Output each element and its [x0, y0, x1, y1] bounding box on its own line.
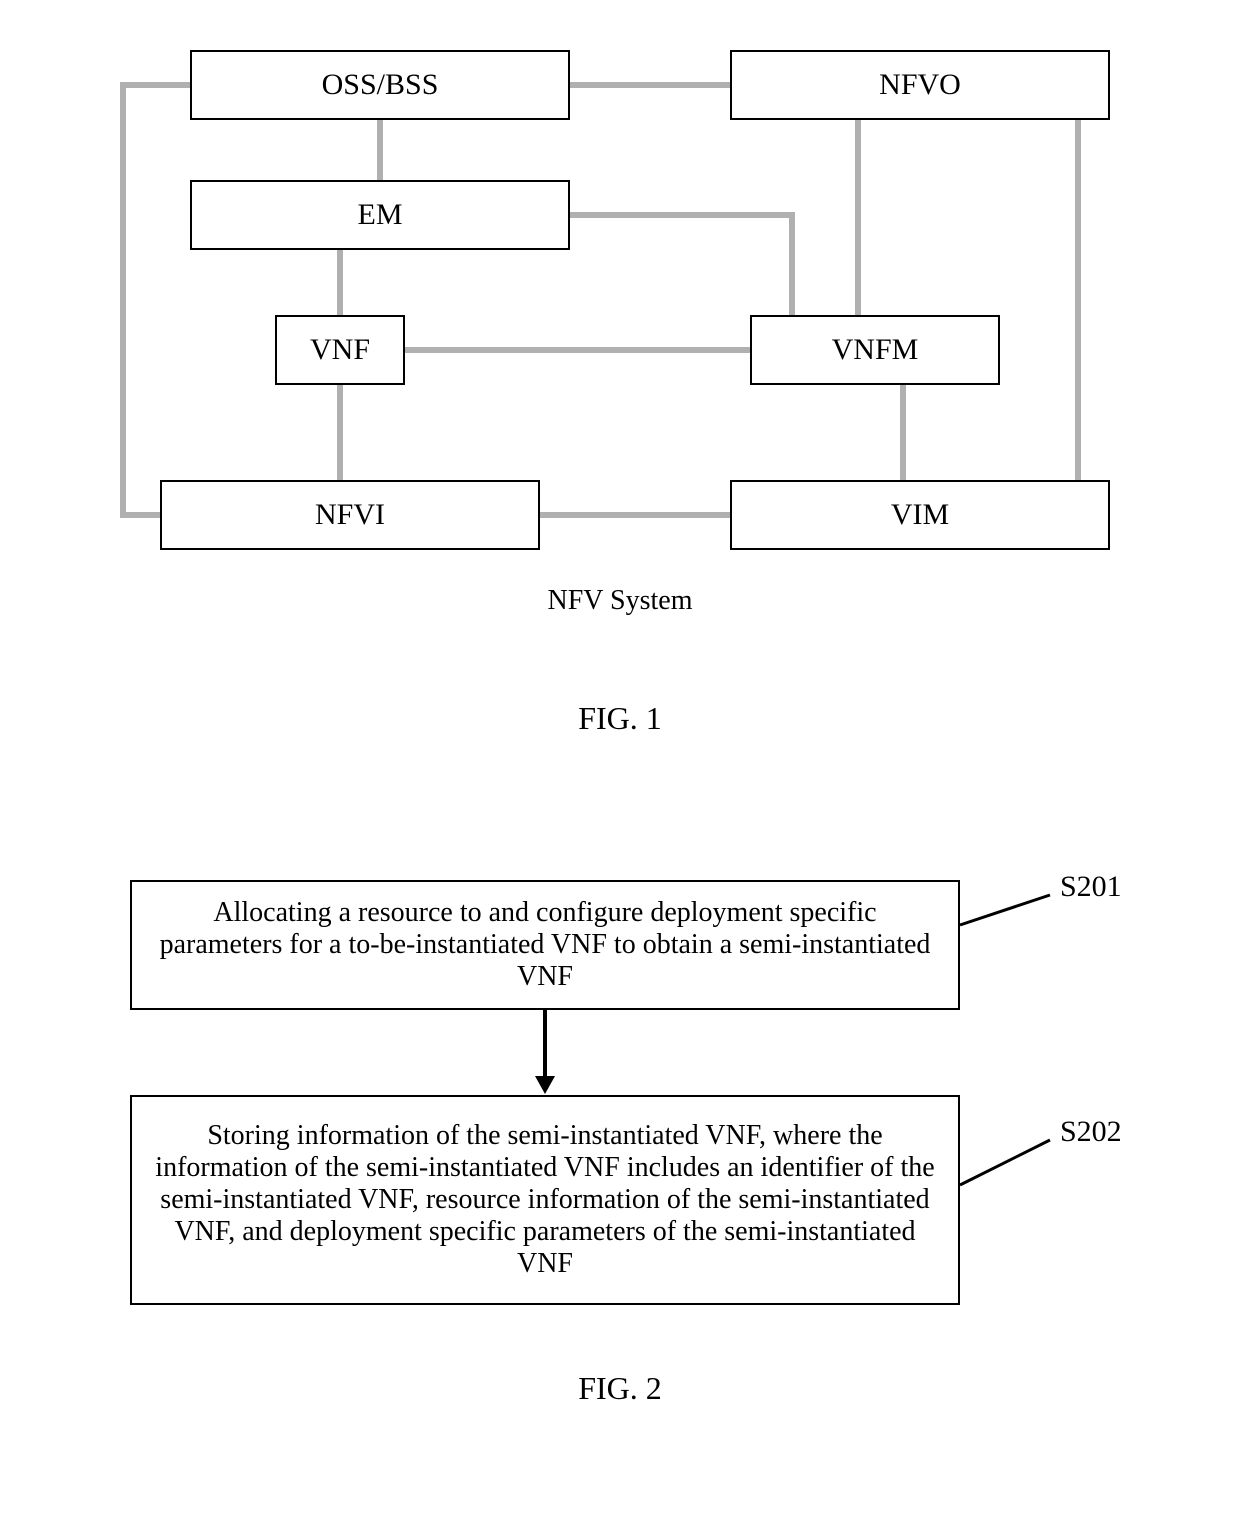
label-em: EM	[358, 198, 403, 232]
fig2-label-text: FIG. 2	[578, 1370, 662, 1406]
fig2-step2-box: Storing information of the semi-instanti…	[130, 1095, 960, 1305]
conn-ossbss-nfvi-v	[120, 82, 126, 512]
conn-ossbss-nfvo	[570, 82, 730, 88]
fig1-system-caption-text: NFV System	[548, 585, 693, 616]
label-vnfm: VNFM	[832, 333, 919, 367]
fig2-step2-id-text: S202	[1060, 1115, 1122, 1148]
conn-nfvo-vim-right	[1075, 120, 1081, 480]
box-em: EM	[190, 180, 570, 250]
fig1-label-text: FIG. 1	[578, 700, 662, 736]
label-nfvi: NFVI	[315, 498, 385, 532]
conn-nfvo-vnfm	[855, 120, 861, 315]
box-vim: VIM	[730, 480, 1110, 550]
conn-em-vnfm-v	[789, 212, 795, 315]
label-ossbss: OSS/BSS	[322, 68, 439, 102]
conn-ossbss-nfvi-h1	[120, 82, 190, 88]
fig2-arrow-head	[535, 1076, 555, 1094]
box-nfvi: NFVI	[160, 480, 540, 550]
fig2-arrow-shaft	[543, 1010, 547, 1078]
page-canvas: OSS/BSS NFVO EM VNF VNFM NFVI VIM NFV Sy…	[0, 0, 1240, 1513]
conn-vnf-nfvi	[337, 385, 343, 480]
box-nfvo: NFVO	[730, 50, 1110, 120]
fig2-step1-box: Allocating a resource to and configure d…	[130, 880, 960, 1010]
box-vnfm: VNFM	[750, 315, 1000, 385]
fig2-step1-id: S201	[1060, 870, 1122, 904]
fig2-step2-text: Storing information of the semi-instanti…	[152, 1120, 938, 1280]
fig2-step2-id: S202	[1060, 1115, 1122, 1149]
fig2-step1-id-text: S201	[1060, 870, 1122, 903]
conn-em-vnfm-h	[570, 212, 795, 218]
label-nfvo: NFVO	[879, 68, 961, 102]
fig1-label: FIG. 1	[0, 700, 1240, 737]
box-ossbss: OSS/BSS	[190, 50, 570, 120]
conn-nfvi-vim	[540, 512, 730, 518]
conn-ossbss-em	[377, 120, 383, 180]
conn-ossbss-nfvi-h2	[120, 512, 160, 518]
fig2-label: FIG. 2	[0, 1370, 1240, 1407]
conn-em-vnf	[337, 250, 343, 315]
fig2-step1-text: Allocating a resource to and configure d…	[152, 897, 938, 993]
label-vnf: VNF	[310, 333, 370, 367]
label-vim: VIM	[891, 498, 949, 532]
fig1-system-caption: NFV System	[0, 585, 1240, 617]
box-vnf: VNF	[275, 315, 405, 385]
conn-vnfm-vim	[900, 385, 906, 480]
conn-vnf-vnfm	[405, 347, 750, 353]
